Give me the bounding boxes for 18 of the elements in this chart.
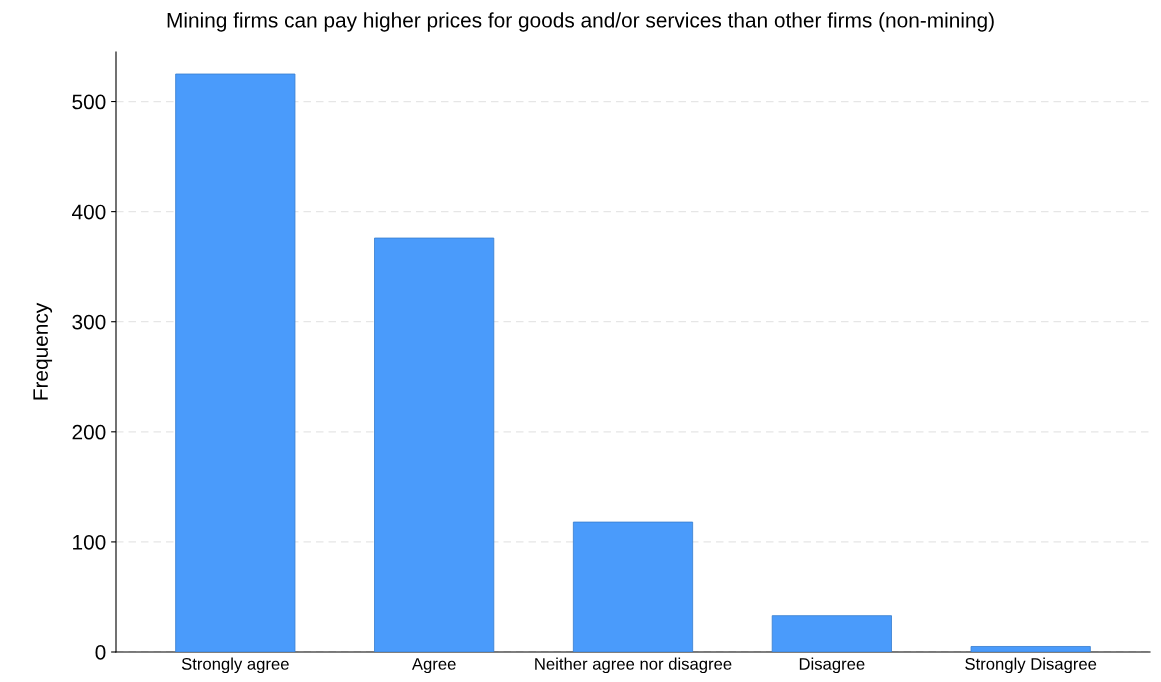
bar	[970, 646, 1091, 652]
y-tick-label: 300	[72, 314, 106, 330]
bar	[771, 615, 892, 652]
x-tick-label: Strongly Disagree	[965, 657, 1097, 674]
y-tick-label: 0	[95, 645, 106, 660]
bar	[175, 73, 296, 652]
x-tick-label: Neither agree nor disagree	[535, 657, 732, 674]
x-tick-label: Disagree	[799, 657, 865, 674]
y-axis-title: Frequency	[33, 302, 53, 400]
x-tick-label: Agree	[411, 658, 456, 674]
y-tick-label: 100	[73, 534, 106, 550]
x-tick-label: Strongly agree	[181, 657, 289, 674]
bar	[572, 521, 694, 652]
bar	[374, 237, 495, 652]
y-tick-label: 200	[72, 424, 106, 440]
chart-title: Mining firms can pay higher prices for goods and/or services than other firms (non-mining)	[167, 12, 994, 32]
y-tick-label: 500	[72, 94, 106, 110]
y-tick-label: 400	[72, 204, 106, 220]
